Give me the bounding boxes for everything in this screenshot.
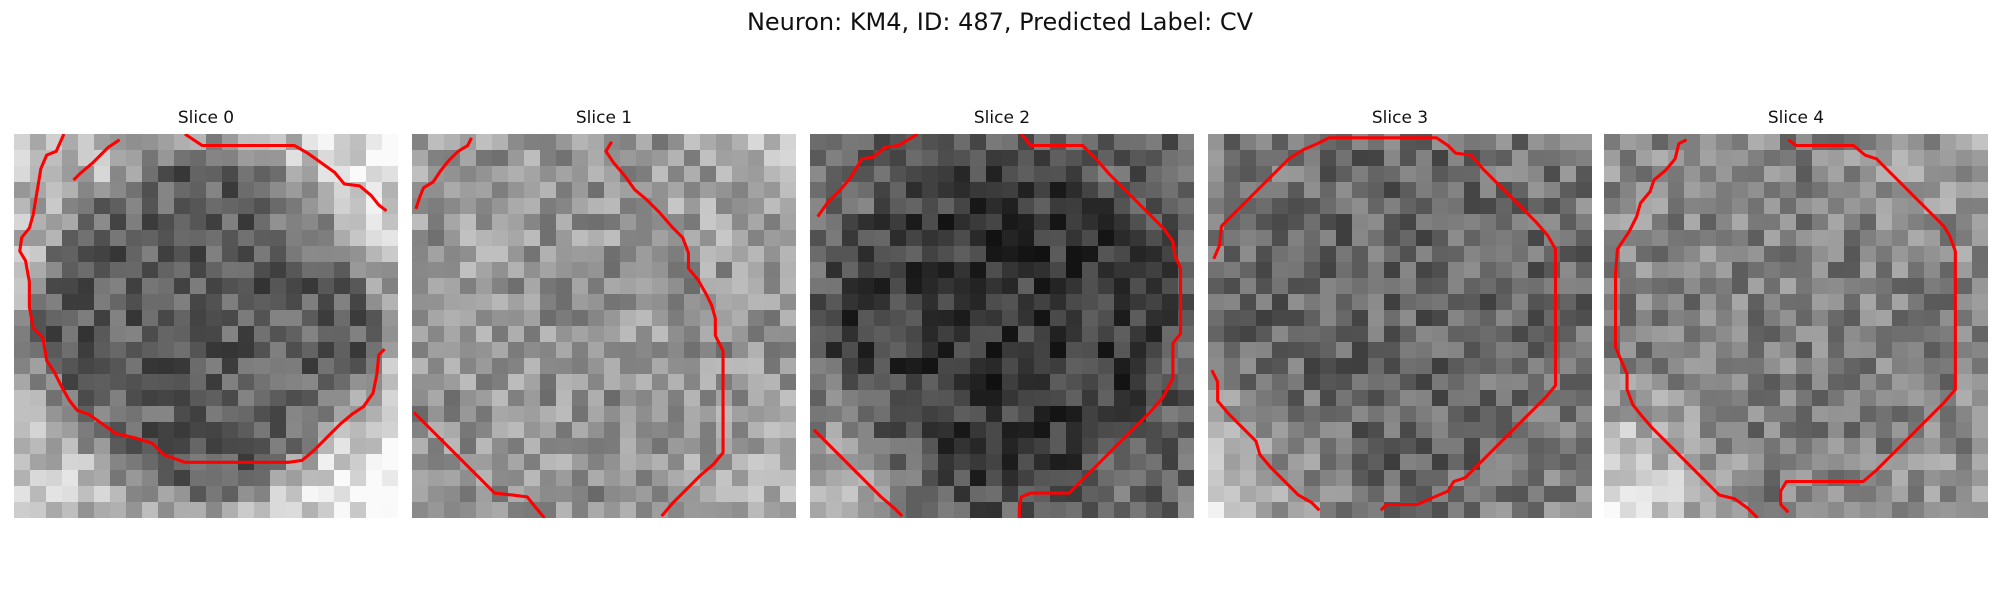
pixel-grid <box>412 134 796 518</box>
slice-panel-2: Slice 2 <box>810 108 1194 518</box>
segmentation-contour-0 <box>18 134 386 464</box>
segmentation-contour-1 <box>604 140 725 518</box>
slice-image-2 <box>810 134 1194 518</box>
segmentation-contour-1 <box>1779 138 1957 514</box>
pixel-grid <box>1604 134 1988 518</box>
slice-panel-3: Slice 3 <box>1208 108 1592 518</box>
pixel-grid <box>810 134 1194 518</box>
slice-image-0 <box>14 134 398 518</box>
segmentation-contour-2 <box>412 411 546 518</box>
segmentation-contour-0 <box>414 137 473 210</box>
slice-title-3: Slice 3 <box>1371 108 1429 128</box>
slice-image-4 <box>1604 134 1988 518</box>
slice-panel-0: Slice 0 <box>14 108 398 518</box>
pixel-grid <box>14 134 398 518</box>
slice-image-3 <box>1208 134 1592 518</box>
slice-panel-1: Slice 1 <box>412 108 796 518</box>
segmentation-contour-1 <box>1017 134 1183 518</box>
segmentation-contour-0 <box>816 134 919 218</box>
segmentation-contour-0 <box>1212 136 1558 512</box>
slice-image-1 <box>412 134 796 518</box>
figure-title: Neuron: KM4, ID: 487, Predicted Label: C… <box>746 8 1254 36</box>
slice-title-1: Slice 1 <box>575 108 633 128</box>
segmentation-contour-2 <box>72 138 121 182</box>
slice-title-4: Slice 4 <box>1767 108 1825 128</box>
slice-title-0: Slice 0 <box>177 108 235 128</box>
slice-title-2: Slice 2 <box>973 108 1031 128</box>
segmentation-contour-1 <box>1210 369 1321 512</box>
segmentation-contour-1 <box>184 134 388 213</box>
slice-panel-4: Slice 4 <box>1604 108 1988 518</box>
segmentation-contour-0 <box>1613 138 1759 518</box>
segmentation-contour-2 <box>812 428 904 518</box>
